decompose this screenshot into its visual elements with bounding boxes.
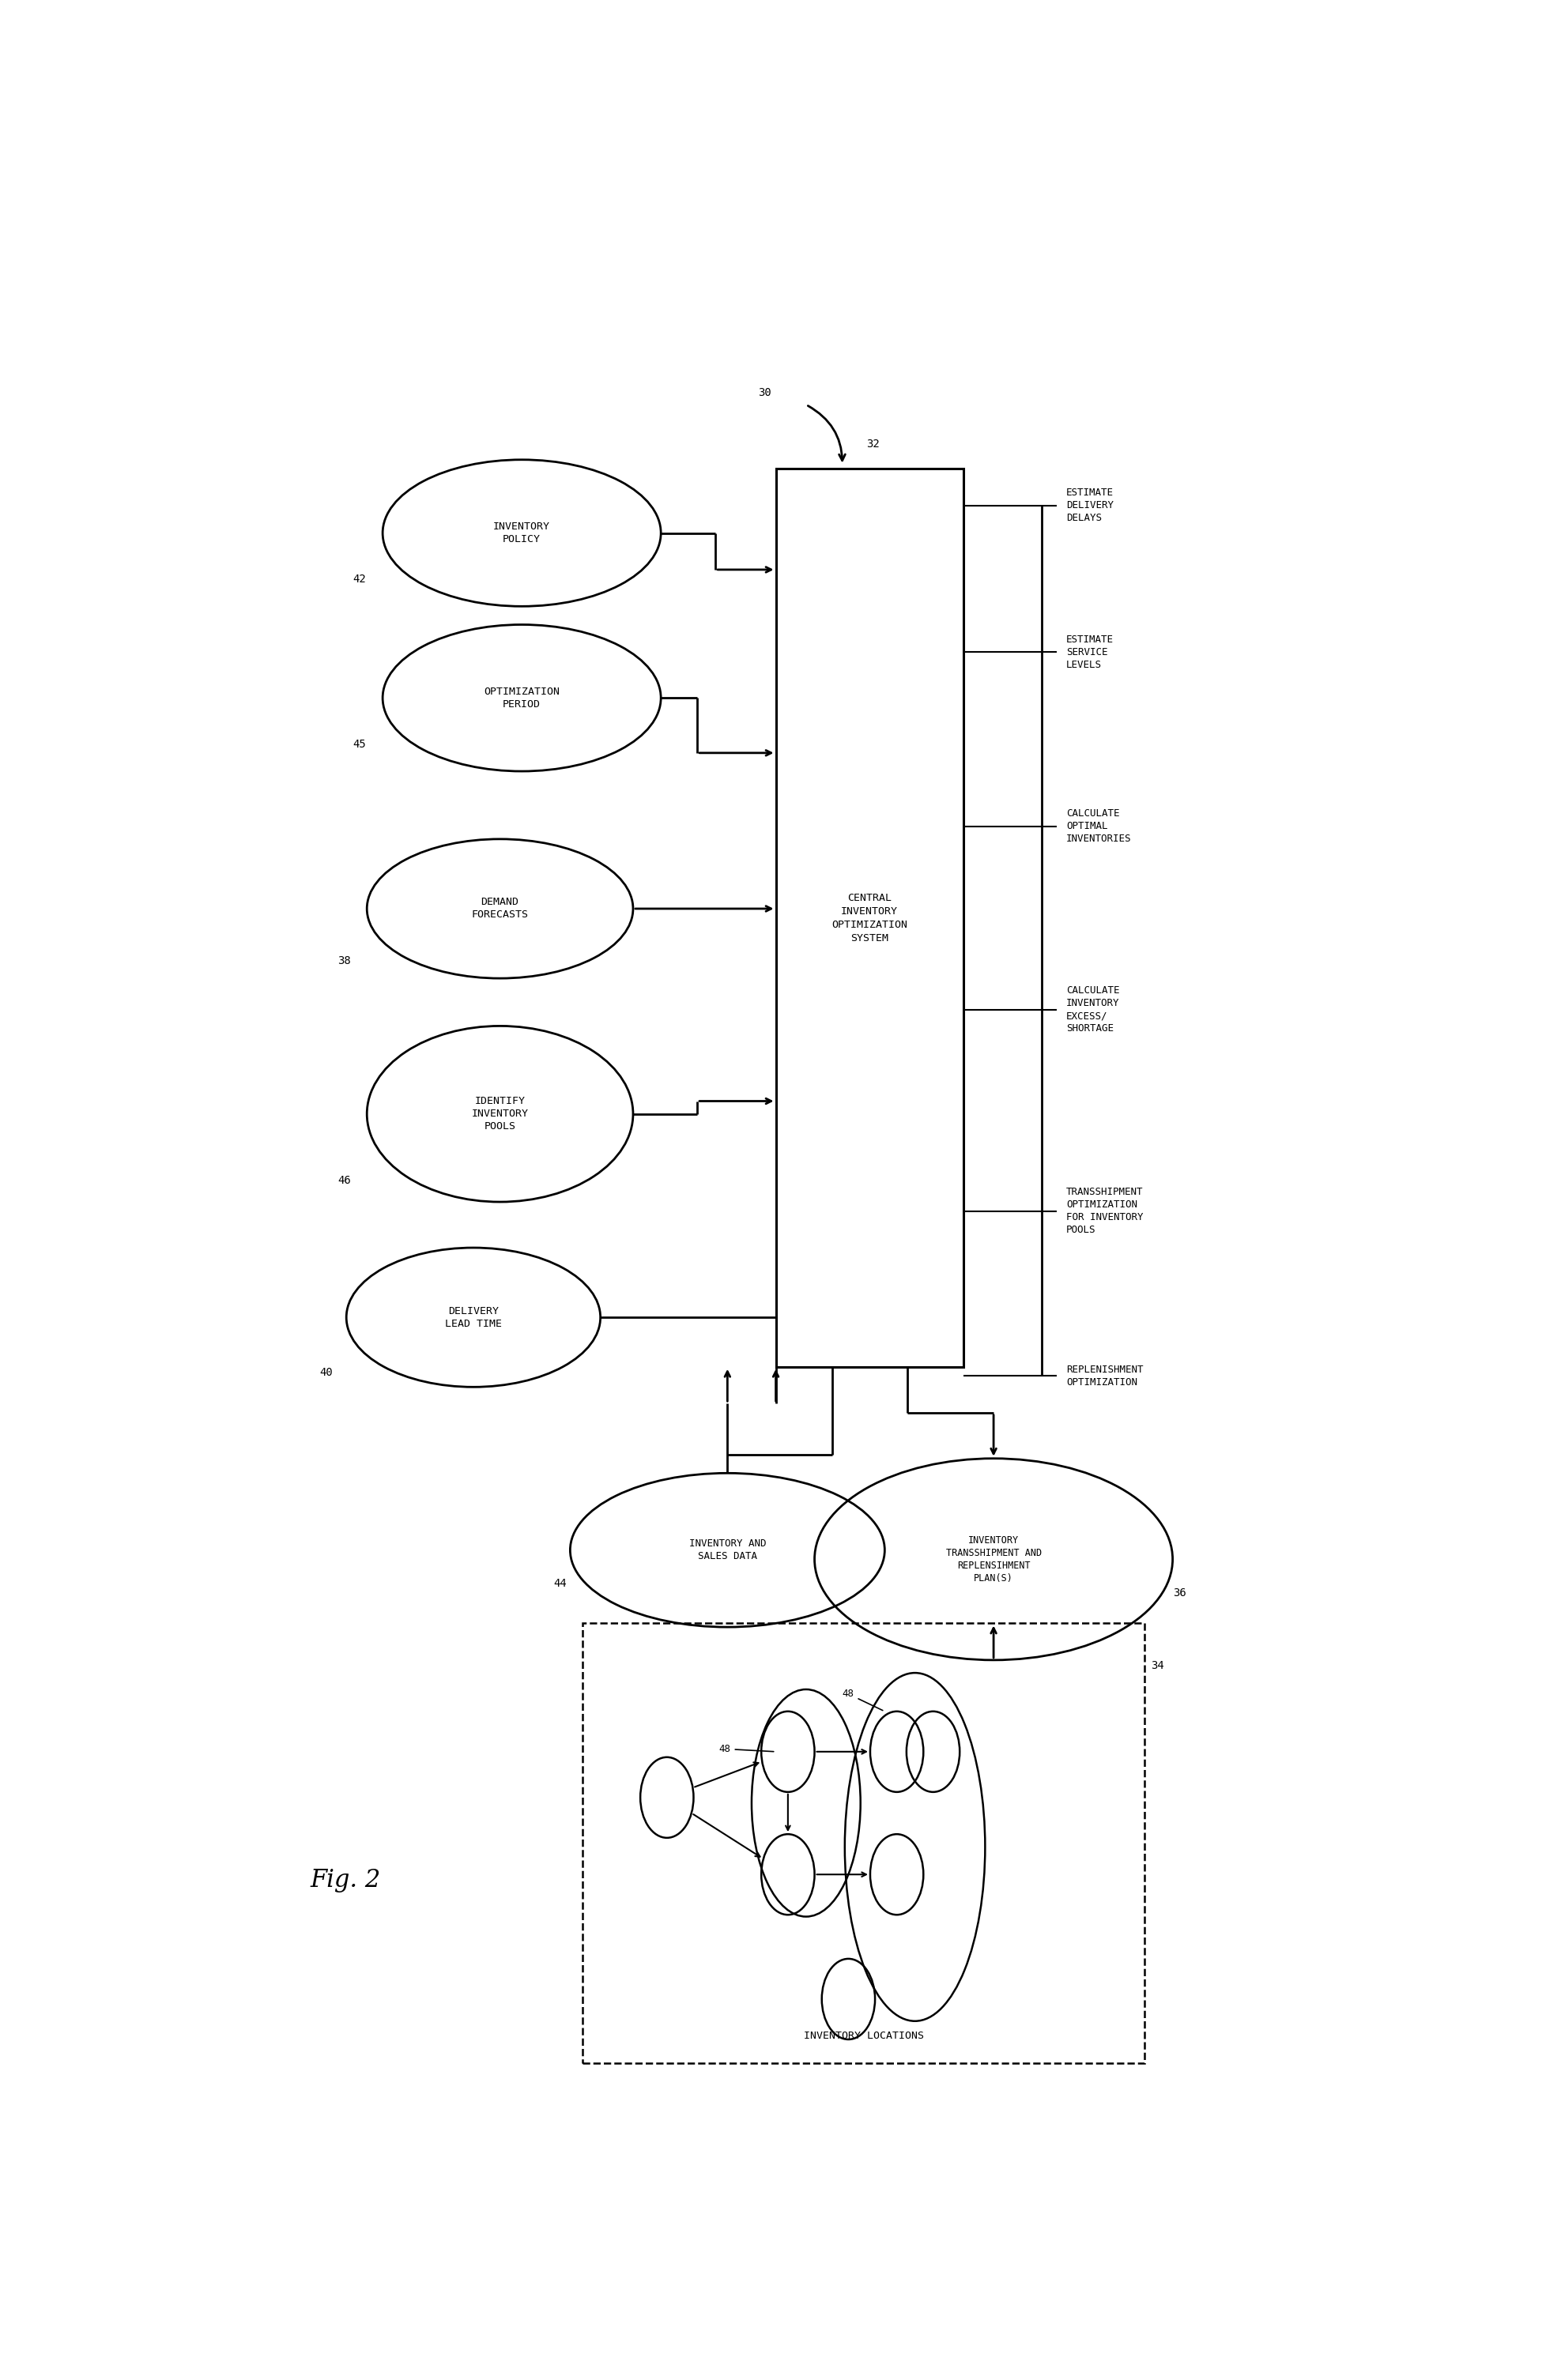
Text: REPLENISHMENT
OPTIMIZATION: REPLENISHMENT OPTIMIZATION [1066,1364,1143,1388]
Text: INVENTORY
TRANSSHIPMENT AND
REPLENSIHMENT
PLAN(S): INVENTORY TRANSSHIPMENT AND REPLENSIHMEN… [946,1535,1041,1583]
Text: 45: 45 [353,738,365,750]
Text: 46: 46 [337,1176,351,1185]
Text: 34: 34 [1150,1661,1165,1671]
Text: 48: 48 [843,1690,882,1711]
Bar [582,1623,1144,2063]
Text: 44: 44 [553,1578,567,1590]
Text: 40: 40 [320,1366,332,1378]
Text: ESTIMATE
SERVICE
LEVELS: ESTIMATE SERVICE LEVELS [1066,635,1113,669]
Text: TRANSSHIPMENT
OPTIMIZATION
FOR INVENTORY
POOLS: TRANSSHIPMENT OPTIMIZATION FOR INVENTORY… [1066,1188,1143,1235]
Text: DELIVERY
LEAD TIME: DELIVERY LEAD TIME [445,1307,501,1328]
Text: 48: 48 [720,1745,774,1754]
Text: 38: 38 [337,954,351,966]
Text: CALCULATE
INVENTORY
EXCESS/
SHORTAGE: CALCULATE INVENTORY EXCESS/ SHORTAGE [1066,985,1119,1033]
Text: 36: 36 [1172,1587,1186,1599]
Bar [776,469,963,1366]
Text: 32: 32 [866,438,880,450]
Text: ESTIMATE
DELIVERY
DELAYS: ESTIMATE DELIVERY DELAYS [1066,488,1113,524]
Text: IDENTIFY
INVENTORY
POOLS: IDENTIFY INVENTORY POOLS [471,1097,529,1133]
Text: Fig. 2: Fig. 2 [311,1868,381,1892]
Text: 30: 30 [757,388,771,397]
Text: OPTIMIZATION
PERIOD: OPTIMIZATION PERIOD [484,685,560,709]
Text: INVENTORY LOCATIONS: INVENTORY LOCATIONS [804,2030,924,2042]
Text: DEMAND
FORECASTS: DEMAND FORECASTS [471,897,529,921]
Text: CALCULATE
OPTIMAL
INVENTORIES: CALCULATE OPTIMAL INVENTORIES [1066,809,1132,845]
Text: CENTRAL
INVENTORY
OPTIMIZATION
SYSTEM: CENTRAL INVENTORY OPTIMIZATION SYSTEM [832,892,907,942]
Text: 42: 42 [353,574,365,585]
Text: INVENTORY AND
SALES DATA: INVENTORY AND SALES DATA [688,1537,766,1561]
Text: INVENTORY
POLICY: INVENTORY POLICY [493,521,549,545]
